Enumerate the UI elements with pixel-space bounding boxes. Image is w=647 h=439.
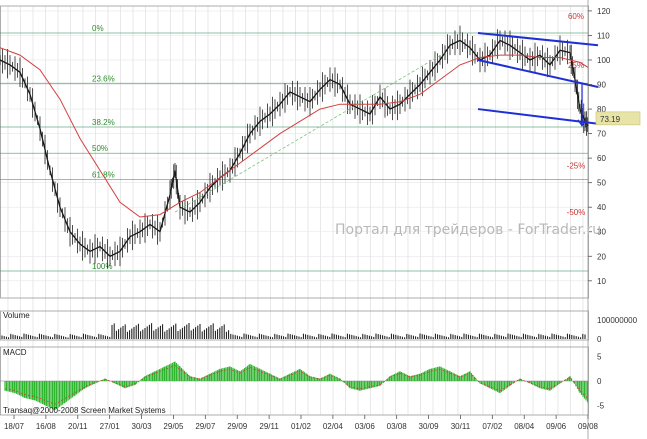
panel-frame <box>0 310 589 341</box>
date-tick-label: 07/02 <box>482 422 503 431</box>
date-tick-label: 30/03 <box>132 422 153 431</box>
percent-label: 60% <box>568 12 584 21</box>
volume-panel: Volume 100000000 0 <box>1 311 638 344</box>
price-tick-label: 100 <box>597 56 611 65</box>
price-tick-label: 120 <box>597 7 611 16</box>
watermark: Портал для трейдеров - ForTrader.ru <box>335 222 601 238</box>
channel-lower <box>477 108 599 125</box>
volume-axis-label: 0 <box>597 335 602 344</box>
macd-axis-label: -5 <box>597 401 605 410</box>
volume-axis-label: 100000000 <box>597 316 638 325</box>
date-tick-label: 09/06 <box>546 422 567 431</box>
date-tick-label: 09/08 <box>578 422 599 431</box>
percent-label: 25% <box>568 61 584 70</box>
date-tick-label: 20/11 <box>68 422 88 431</box>
price-tick-label: 60 <box>597 154 606 163</box>
price-tick-label: 30 <box>597 228 606 237</box>
date-tick-label: 16/08 <box>36 422 57 431</box>
grid-lines <box>0 6 588 415</box>
date-tick-label: 03/06 <box>355 422 376 431</box>
price-series <box>0 25 589 269</box>
trend-dashed-line <box>174 52 446 213</box>
trend-channel <box>477 31 599 127</box>
price-tick-label: 70 <box>597 130 606 139</box>
macd-panel: MACD 5 0 -5 Transaq@2000-2008 Screen Market … <box>0 348 605 415</box>
moving-average <box>0 47 589 218</box>
percent-label: -50% <box>567 208 586 217</box>
channel-upper <box>477 31 599 47</box>
fib-label: 23.6% <box>92 74 115 83</box>
date-tick-label: 29/05 <box>163 422 184 431</box>
price-tick-label: 10 <box>597 277 606 286</box>
target-arrow-head <box>577 119 587 127</box>
date-tick-label: 30/11 <box>451 422 471 431</box>
price-axis: 10 20 30 40 50 60 70 80 90 100 110 120 <box>588 7 611 286</box>
date-tick-label: 30/09 <box>419 422 440 431</box>
date-tick-label: 29/11 <box>259 422 279 431</box>
date-tick-label: 29/09 <box>227 422 248 431</box>
ma-line <box>0 47 589 218</box>
percent-label: -25% <box>567 161 586 170</box>
date-tick-label: 27/01 <box>100 422 121 431</box>
macd-axis-label: 5 <box>597 353 602 362</box>
date-tick-label: 29/07 <box>195 422 216 431</box>
panel-frame <box>0 5 589 299</box>
date-tick-label: 02/04 <box>323 422 344 431</box>
current-price-label: 73.19 <box>600 115 621 124</box>
copyright-text: Transaq@2000-2008 Screen Market Systems <box>3 406 166 415</box>
date-tick-label: 08/04 <box>514 422 535 431</box>
fib-label: 0% <box>92 24 104 33</box>
macd-title: MACD <box>3 348 27 357</box>
price-tick-label: 110 <box>597 31 610 40</box>
price-tick-label: 50 <box>597 179 606 188</box>
price-tick-label: 80 <box>597 105 606 114</box>
percent-labels: 60% 25% -25% -50% <box>567 12 586 217</box>
current-price-tag <box>595 111 641 126</box>
volume-title: Volume <box>3 311 30 320</box>
price-tick-label: 90 <box>597 81 606 90</box>
fibonacci-levels: 0%23.6%38.2%50%61.8%100% <box>0 24 588 272</box>
date-tick-label: 01/02 <box>291 422 312 431</box>
date-tick-label: 18/07 <box>4 422 25 431</box>
fib-label: 100% <box>92 262 112 271</box>
fib-label: 38.2% <box>92 118 115 127</box>
date-axis: 18/07 16/08 20/11 27/01 30/03 29/05 29/07 29/09… <box>4 415 599 431</box>
price-tick-label: 20 <box>597 252 606 261</box>
macd-signal-line <box>4 365 589 405</box>
macd-axis-label: 0 <box>597 377 602 386</box>
channel-middle <box>477 59 599 88</box>
fib-label: 50% <box>92 144 108 153</box>
price-tick-label: 40 <box>597 203 606 212</box>
date-tick-label: 03/08 <box>387 422 408 431</box>
annotations: 73.19 Портал для трейдеров - ForTrader.ru <box>335 111 641 238</box>
